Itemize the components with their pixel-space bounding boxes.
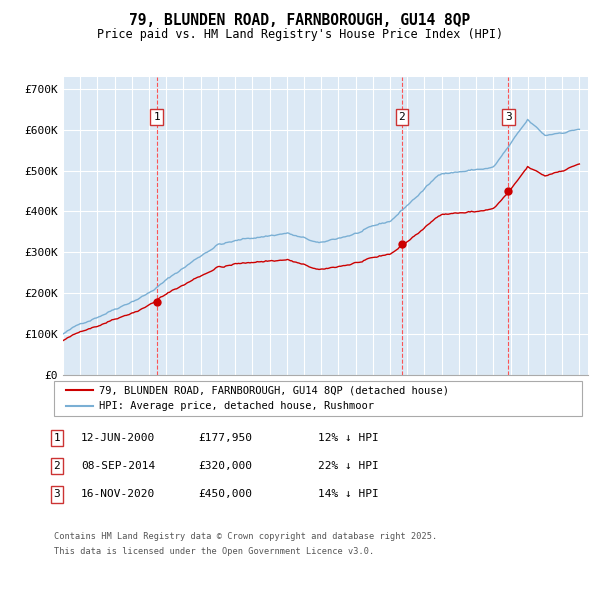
Text: £450,000: £450,000 xyxy=(198,490,252,499)
Text: 12-JUN-2000: 12-JUN-2000 xyxy=(81,433,155,442)
Text: 79, BLUNDEN ROAD, FARNBOROUGH, GU14 8QP: 79, BLUNDEN ROAD, FARNBOROUGH, GU14 8QP xyxy=(130,13,470,28)
Text: 79, BLUNDEN ROAD, FARNBOROUGH, GU14 8QP (detached house): 79, BLUNDEN ROAD, FARNBOROUGH, GU14 8QP … xyxy=(99,385,449,395)
Text: 14% ↓ HPI: 14% ↓ HPI xyxy=(318,490,379,499)
Text: 3: 3 xyxy=(505,112,512,122)
Text: This data is licensed under the Open Government Licence v3.0.: This data is licensed under the Open Gov… xyxy=(54,547,374,556)
Text: 22% ↓ HPI: 22% ↓ HPI xyxy=(318,461,379,471)
Text: 3: 3 xyxy=(53,490,61,499)
Text: Contains HM Land Registry data © Crown copyright and database right 2025.: Contains HM Land Registry data © Crown c… xyxy=(54,532,437,542)
Text: 1: 1 xyxy=(153,112,160,122)
Text: £320,000: £320,000 xyxy=(198,461,252,471)
Text: Price paid vs. HM Land Registry's House Price Index (HPI): Price paid vs. HM Land Registry's House … xyxy=(97,28,503,41)
Text: HPI: Average price, detached house, Rushmoor: HPI: Average price, detached house, Rush… xyxy=(99,401,374,411)
Text: 12% ↓ HPI: 12% ↓ HPI xyxy=(318,433,379,442)
Text: 1: 1 xyxy=(53,433,61,442)
Text: 2: 2 xyxy=(53,461,61,471)
Text: 16-NOV-2020: 16-NOV-2020 xyxy=(81,490,155,499)
Text: 08-SEP-2014: 08-SEP-2014 xyxy=(81,461,155,471)
Text: 2: 2 xyxy=(398,112,406,122)
Text: £177,950: £177,950 xyxy=(198,433,252,442)
